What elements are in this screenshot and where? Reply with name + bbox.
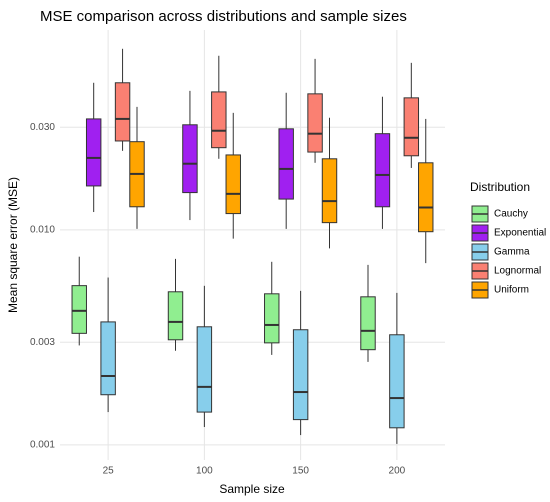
x-tick-label: 150 [292, 466, 309, 477]
x-axis-title: Sample size [219, 482, 285, 496]
box [360, 296, 376, 351]
box [278, 128, 294, 200]
legend-label: Gamma [494, 247, 530, 258]
box [100, 321, 116, 396]
box [292, 329, 309, 421]
box [418, 162, 434, 233]
box [211, 91, 227, 149]
box [374, 133, 391, 208]
x-tick-label: 200 [389, 466, 406, 477]
box [85, 118, 102, 187]
legend-label: Cauchy [494, 209, 528, 220]
chart-title: MSE comparison across distributions and … [40, 8, 407, 25]
box [403, 97, 420, 157]
legend-label: Exponential [494, 228, 546, 239]
y-tick-label: 0.001 [30, 439, 55, 450]
box [71, 285, 87, 334]
box [389, 334, 405, 429]
y-axis-title: Mean square error (MSE) [6, 177, 20, 313]
box [321, 158, 338, 224]
box [307, 93, 323, 153]
y-tick-label: 0.030 [30, 122, 55, 133]
box [167, 291, 184, 341]
x-tick-label: 100 [196, 466, 213, 477]
box [225, 154, 241, 215]
box [196, 326, 213, 413]
box [182, 124, 198, 194]
y-tick-label: 0.003 [30, 337, 55, 348]
legend-label: Lognormal [494, 266, 541, 277]
y-tick-label: 0.010 [30, 224, 55, 235]
legend-title: Distribution [470, 180, 530, 194]
box [264, 293, 280, 344]
legend-label: Uniform [494, 285, 529, 296]
box [114, 82, 131, 142]
x-tick-label: 25 [103, 466, 115, 477]
